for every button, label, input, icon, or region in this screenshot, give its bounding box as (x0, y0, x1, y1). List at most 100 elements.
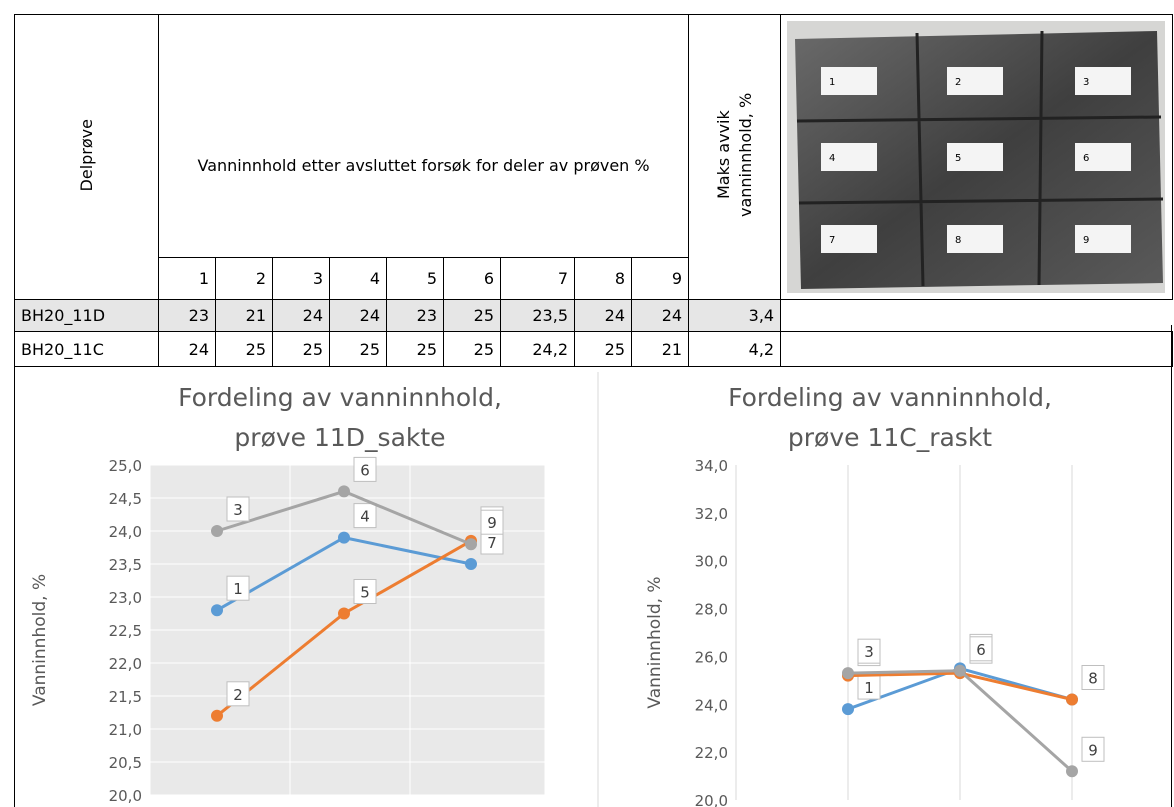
y-tick-label: 30,0 (695, 553, 728, 571)
table: Delprøve Vanninnhold etter avsluttet for… (14, 14, 1174, 367)
photo-label-box (821, 225, 878, 253)
point-label-box (353, 456, 377, 482)
point-label: 7 (487, 534, 497, 552)
part-header: 4 (329, 256, 387, 301)
part-header: 9 (630, 256, 690, 301)
point-label: 6 (360, 461, 370, 479)
value-cell: 24,2 (500, 331, 575, 367)
value-cell: 24 (574, 299, 632, 332)
value-cell: 24 (272, 299, 330, 332)
point (1066, 765, 1078, 778)
photo-cell: 1 2 3 4 5 6 7 8 9 (780, 14, 1174, 300)
y-axis-label: Vanninnhold, % (30, 574, 50, 706)
part-header: 7 (500, 256, 575, 301)
point (338, 531, 350, 544)
point (211, 604, 223, 617)
point (842, 667, 854, 680)
value-cell: 4,2 (688, 331, 782, 367)
y-tick-label: 24,0 (109, 523, 142, 541)
y-tick-label: 26,0 (695, 648, 728, 666)
value-cell: 25 (215, 331, 273, 367)
point-label-box (353, 579, 377, 604)
data-row: BH20_11C 24 25 25 25 25 25 24,2 25 21 4,2 (14, 331, 1174, 367)
value-cell: 25 (443, 299, 501, 332)
y-tick-label: 23,0 (109, 589, 142, 607)
title-box: Fordeling av vanninnhold, prøve 11D_sakt… (178, 383, 502, 452)
value-cell: 23 (386, 299, 444, 332)
photo-label-box (821, 143, 878, 171)
photo-label: 3 (1083, 77, 1089, 88)
point-label-box (1081, 736, 1105, 762)
point-label: 9 (1088, 741, 1098, 759)
value-cell: 24 (158, 331, 216, 367)
header-cell: Delprøve (14, 14, 159, 300)
part-header: 6 (443, 256, 501, 301)
point-label-box (226, 496, 250, 522)
part-header: 8 (574, 256, 632, 301)
point-label-box (353, 503, 377, 529)
photo-labels: 1 2 3 4 5 6 7 8 9 (821, 67, 1132, 253)
value-cell: 25 (574, 331, 632, 367)
photo-label: 4 (829, 153, 835, 164)
point (211, 709, 223, 722)
value-cell: 23 (158, 299, 216, 332)
y-tick-label: 22,0 (109, 655, 142, 673)
point-label-box (226, 681, 250, 707)
photo-label-box (1075, 67, 1132, 95)
header-max-dev: Maks avvik vanninnhold, % (713, 92, 755, 218)
photo-label-box (1075, 225, 1132, 253)
point-label: 1 (233, 580, 243, 598)
point-label: 3 (233, 501, 243, 519)
y-tick-label: 20,5 (109, 754, 142, 772)
point (465, 538, 477, 551)
empty-cell (780, 331, 1174, 367)
point (338, 607, 350, 620)
header-group: Vanninnhold etter avsluttet forsøk for d… (197, 156, 650, 176)
y-tick-label: 20,0 (109, 787, 142, 805)
value-cell: 25 (272, 331, 330, 367)
point (338, 485, 350, 498)
point (842, 703, 854, 716)
point-label: 1 (864, 679, 874, 697)
data-row: BH20_11D 23 21 24 24 23 25 23,5 24 24 3,4 (14, 299, 1173, 332)
value-cell: 21 (630, 331, 690, 367)
y-tick-label: 25,0 (109, 457, 142, 475)
y-tick-label: 24,5 (109, 490, 142, 508)
value-cell: 23,5 (500, 299, 575, 332)
point-label: 9 (487, 514, 497, 532)
photo-label: 6 (1083, 153, 1089, 164)
photo-label-box (947, 67, 1004, 95)
point (1066, 693, 1078, 706)
point (954, 664, 966, 677)
y-tick-label: 34,0 (695, 457, 728, 475)
sample-cell: BH20_11D (14, 299, 159, 332)
y-tick-label: 28,0 (695, 601, 728, 619)
value-cell: 24 (329, 299, 387, 332)
value-cell: 3,4 (688, 299, 782, 332)
point-label-box (969, 636, 993, 662)
point-label: 2 (233, 686, 243, 704)
chart-title: Fordeling av vanninnhold, prøve 11C_rask… (728, 383, 1052, 452)
photo-label-box (947, 143, 1004, 171)
point-label: 4 (360, 508, 370, 526)
y-tick-label: 22,5 (109, 622, 142, 640)
point (465, 558, 477, 570)
part-header: 5 (386, 256, 444, 301)
y-tick-label: 20,0 (695, 792, 728, 807)
header-cell: Vanninnhold etter avsluttet forsøk for d… (157, 14, 690, 258)
point-label-box (1081, 665, 1105, 690)
title-box: Fordeling av vanninnhold, prøve 11C_rask… (728, 383, 1052, 452)
y-axis-label: Vanninnhold, % (645, 576, 665, 708)
photo-label: 8 (955, 235, 961, 246)
header-cell: Maks avvik vanninnhold, % (688, 14, 782, 300)
photo: 1 2 3 4 5 6 7 8 9 (787, 21, 1166, 293)
y-tick-label: 24,0 (695, 696, 728, 714)
point-label-box (480, 509, 504, 535)
point (211, 525, 223, 537)
y-tick-label: 23,5 (109, 556, 142, 574)
photo-label-box (947, 225, 1004, 253)
value-cell: 24 (630, 299, 690, 332)
